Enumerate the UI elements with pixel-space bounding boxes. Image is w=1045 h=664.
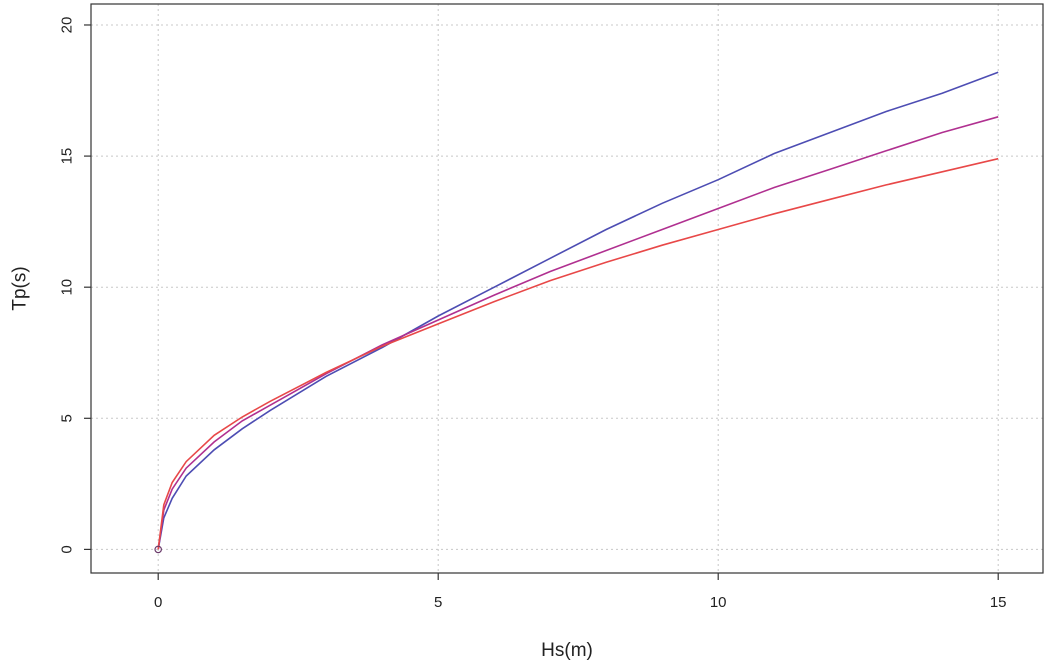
y-tick-label: 20 bbox=[59, 17, 76, 34]
axes: 0 5 10 15 0 5 10 15 20 bbox=[59, 17, 1007, 611]
x-axis-title: Hs(m) bbox=[541, 640, 593, 661]
y-tick-label: 15 bbox=[59, 148, 76, 165]
series-lines bbox=[154, 71, 999, 554]
y-tick-label: 10 bbox=[59, 279, 76, 296]
origin-point-marker bbox=[154, 545, 163, 554]
y-tick-label: 0 bbox=[59, 545, 76, 553]
series-line-2 bbox=[157, 116, 999, 550]
x-tick-label: 10 bbox=[710, 594, 727, 611]
x-tick-label: 15 bbox=[990, 594, 1007, 611]
x-tick-label: 0 bbox=[154, 594, 162, 611]
grid bbox=[91, 4, 1043, 573]
y-axis-title: Tp(s) bbox=[10, 266, 31, 310]
series-line-1 bbox=[157, 71, 999, 550]
y-tick-label: 5 bbox=[59, 414, 76, 422]
plot-frame bbox=[90, 3, 1044, 574]
x-tick-label: 5 bbox=[434, 594, 442, 611]
series-line-3 bbox=[157, 157, 999, 550]
